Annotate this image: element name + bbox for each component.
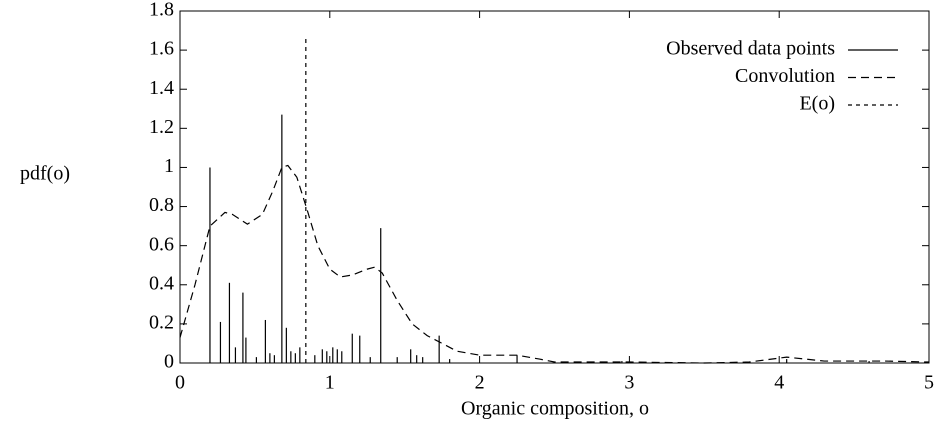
y-tick-label: 1.6 [149,38,174,60]
y-tick-label: 0.6 [149,233,174,255]
y-tick-label: 0.8 [149,194,174,216]
plot-frame [179,10,930,364]
legend-label: Convolution [735,65,835,87]
x-tick-label: 0 [175,372,185,394]
y-tick-label: 1.4 [149,77,174,99]
x-tick-label: 4 [774,372,784,394]
y-tick-label: 0.4 [149,272,174,294]
x-tick-label: 5 [924,372,934,394]
curve [179,164,930,364]
y-tick-label: 1 [164,155,174,177]
x-tick-label: 2 [475,372,485,394]
x-axis-label: Organic composition, o [461,398,649,420]
y-tick-label: 1.2 [149,116,174,138]
legend-label: Observed data points [666,38,835,60]
y-tick-label: 1.8 [149,0,174,21]
y-axis-label: pdf(o) [20,163,70,185]
x-tick-label: 1 [325,372,335,394]
y-tick-label: 0 [164,351,174,373]
legend-label: E(o) [799,93,835,115]
y-tick-label: 0.2 [149,311,174,333]
x-tick-label: 3 [624,372,634,394]
